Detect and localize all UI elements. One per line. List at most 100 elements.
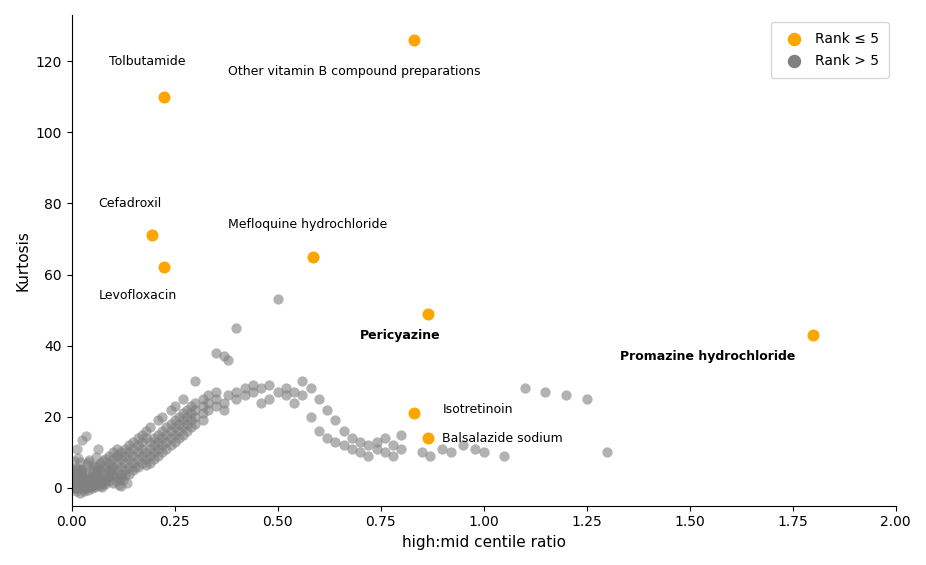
- Point: [159, 430, 174, 439]
- Point: [69, 487, 83, 496]
- Point: [171, 412, 186, 421]
- Point: [72, 477, 87, 486]
- Point: [82, 482, 97, 491]
- Point: [279, 384, 294, 393]
- Point: [86, 480, 101, 489]
- Text: Mefloquine hydrochloride: Mefloquine hydrochloride: [228, 218, 387, 231]
- Point: [84, 476, 99, 485]
- Point: [122, 462, 137, 471]
- Point: [217, 352, 232, 361]
- Point: [104, 470, 119, 479]
- Point: [72, 471, 87, 480]
- Point: [262, 380, 277, 389]
- Point: [171, 419, 186, 428]
- Point: [95, 457, 110, 466]
- Point: [114, 481, 129, 490]
- Point: [94, 481, 108, 490]
- Point: [118, 451, 132, 460]
- Point: [75, 436, 90, 445]
- Point: [126, 444, 141, 453]
- Point: [94, 464, 108, 473]
- Point: [155, 448, 169, 457]
- Point: [188, 405, 203, 414]
- Point: [295, 391, 310, 400]
- Point: [109, 444, 124, 453]
- Point: [176, 394, 191, 403]
- Point: [77, 483, 92, 492]
- Point: [110, 450, 125, 459]
- Point: [131, 434, 145, 443]
- Point: [116, 475, 131, 484]
- Point: [134, 444, 149, 453]
- Point: [378, 448, 393, 457]
- Text: Pericyazine: Pericyazine: [360, 328, 441, 341]
- Point: [262, 394, 277, 403]
- Point: [77, 480, 92, 489]
- Point: [69, 476, 83, 485]
- Point: [79, 481, 94, 490]
- Point: [67, 477, 81, 486]
- Point: [89, 462, 104, 471]
- Point: [84, 477, 99, 486]
- Point: [74, 483, 89, 492]
- Text: Other vitamin B compound preparations: Other vitamin B compound preparations: [228, 66, 481, 79]
- Point: [156, 92, 171, 101]
- Point: [131, 441, 145, 450]
- Point: [86, 477, 101, 486]
- Point: [77, 484, 92, 493]
- Point: [287, 388, 302, 397]
- Point: [72, 481, 87, 490]
- Point: [134, 451, 149, 460]
- Point: [361, 441, 376, 450]
- Point: [114, 469, 129, 478]
- Point: [143, 423, 157, 432]
- Point: [159, 423, 174, 432]
- Point: [72, 458, 87, 467]
- Point: [109, 451, 124, 460]
- Point: [143, 444, 157, 453]
- Point: [361, 451, 376, 460]
- Point: [76, 480, 91, 489]
- Text: Levofloxacin: Levofloxacin: [98, 289, 177, 302]
- Point: [83, 479, 98, 488]
- Point: [394, 444, 408, 453]
- Point: [114, 473, 129, 482]
- Point: [75, 476, 90, 485]
- Point: [118, 459, 132, 468]
- Point: [163, 434, 178, 443]
- Point: [94, 466, 108, 475]
- Point: [81, 485, 95, 494]
- Point: [151, 444, 166, 453]
- Point: [82, 483, 97, 492]
- Point: [112, 481, 127, 490]
- Point: [558, 391, 573, 400]
- Point: [73, 480, 88, 489]
- Point: [67, 483, 81, 492]
- Point: [72, 489, 87, 498]
- Point: [131, 455, 145, 464]
- Point: [151, 451, 166, 460]
- Point: [67, 480, 81, 489]
- Point: [155, 441, 169, 450]
- Point: [94, 478, 108, 487]
- Point: [311, 427, 326, 436]
- Point: [538, 388, 553, 397]
- Point: [229, 394, 244, 403]
- Point: [217, 405, 232, 414]
- Point: [168, 437, 182, 446]
- Point: [518, 384, 532, 393]
- Point: [155, 434, 169, 443]
- Point: [336, 441, 351, 450]
- Point: [85, 467, 100, 476]
- Point: [81, 458, 95, 467]
- Point: [122, 455, 137, 464]
- Point: [114, 455, 129, 464]
- X-axis label: high:mid centile ratio: high:mid centile ratio: [402, 535, 566, 550]
- Point: [336, 427, 351, 436]
- Point: [100, 472, 115, 481]
- Point: [220, 355, 235, 364]
- Point: [80, 482, 94, 491]
- Point: [217, 398, 232, 407]
- Point: [70, 453, 85, 462]
- Point: [67, 480, 81, 489]
